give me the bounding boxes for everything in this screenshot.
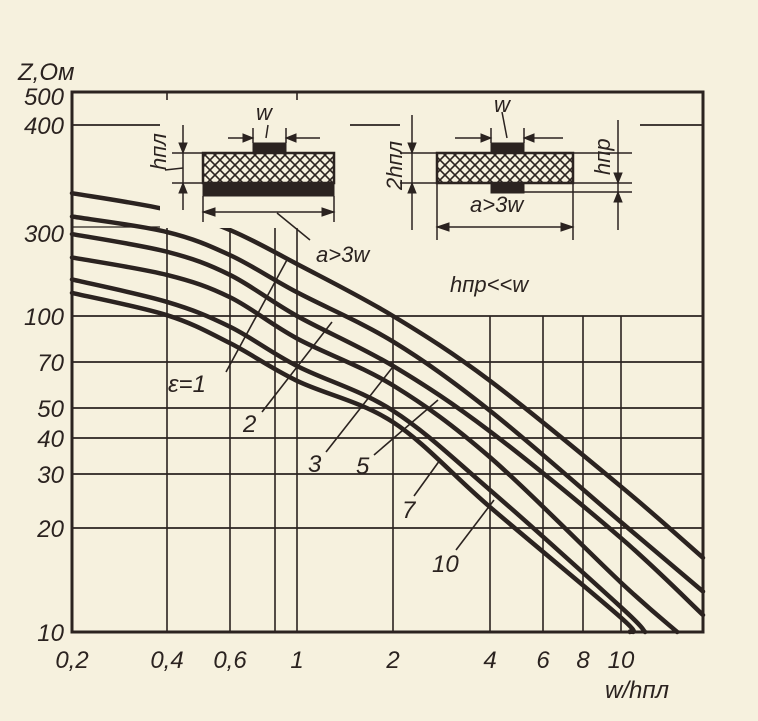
right-inset-diagram <box>400 100 640 240</box>
dielectric-right <box>435 151 575 185</box>
y-tick-label: 300 <box>24 221 65 248</box>
y-tick-label: 30 <box>37 462 64 489</box>
plot-frame <box>70 90 705 634</box>
curve-label-leader <box>413 459 441 497</box>
curve-eps-2 <box>69 214 706 594</box>
x-tick-label: 0,2 <box>55 647 88 674</box>
right-inset-w-label: w <box>494 92 512 117</box>
y-tick-label: 100 <box>24 304 65 331</box>
right-inset-a-label: a>3w <box>470 192 525 217</box>
y-tick-label: 40 <box>37 426 64 453</box>
ground-plane-left <box>202 182 335 197</box>
curve-label-leader <box>325 367 393 453</box>
curve-eps-6 <box>69 290 636 635</box>
y-axis-label: Z,Ом <box>17 59 74 86</box>
curve-label: 7 <box>402 497 417 524</box>
curve-label: ε=1 <box>168 371 206 398</box>
curve-label-leader <box>261 321 333 413</box>
strip-conductor-bottom <box>490 182 525 194</box>
curve-eps-3 <box>69 231 706 618</box>
x-tick-label: 0,4 <box>150 647 183 674</box>
x-tick-label: 10 <box>608 647 635 674</box>
left-inset-w-label: w <box>256 100 274 125</box>
right-inset-2h-label: 2hпл <box>382 141 407 191</box>
left-inset-h-label: hпл <box>146 133 171 170</box>
left-inset-diagram <box>160 100 350 241</box>
right-inset-hpr-label: hпр <box>590 138 615 175</box>
curve-eps-5 <box>69 277 648 635</box>
strip-conductor-left <box>252 142 287 154</box>
condition-label: hпр<<w <box>450 272 530 297</box>
x-tick-label: 0,6 <box>213 647 247 674</box>
left-inset-a-label: a>3w <box>316 242 371 267</box>
y-tick-label: 50 <box>37 396 64 423</box>
curve-label-leader <box>455 499 495 551</box>
y-tick-label: 10 <box>37 620 64 647</box>
curve-labels: ε=1 2 3 5 7 10 <box>168 257 495 578</box>
x-tick-label: 2 <box>385 647 399 674</box>
curve-label: 5 <box>356 453 370 480</box>
curve-label: 10 <box>432 551 459 578</box>
x-tick-label: 4 <box>483 647 496 674</box>
y-tick-label: 500 <box>24 84 65 111</box>
x-tick-label: 8 <box>576 647 590 674</box>
curves <box>69 190 706 635</box>
curve-label: 2 <box>242 411 256 438</box>
x-tick-label: 6 <box>536 647 550 674</box>
strip-conductor-top <box>490 142 525 154</box>
curve-label-leader <box>225 257 289 373</box>
x-axis-label: w/hпл <box>605 677 670 704</box>
x-tick-label: 1 <box>290 647 303 674</box>
y-tick-label: 20 <box>36 516 64 543</box>
y-tick-label: 70 <box>37 350 64 377</box>
dielectric-left <box>201 151 336 185</box>
y-tick-label: 400 <box>24 113 65 140</box>
curve-label: 3 <box>308 451 322 478</box>
curve-eps-4 <box>69 255 680 635</box>
curve-label-leader <box>373 399 439 456</box>
